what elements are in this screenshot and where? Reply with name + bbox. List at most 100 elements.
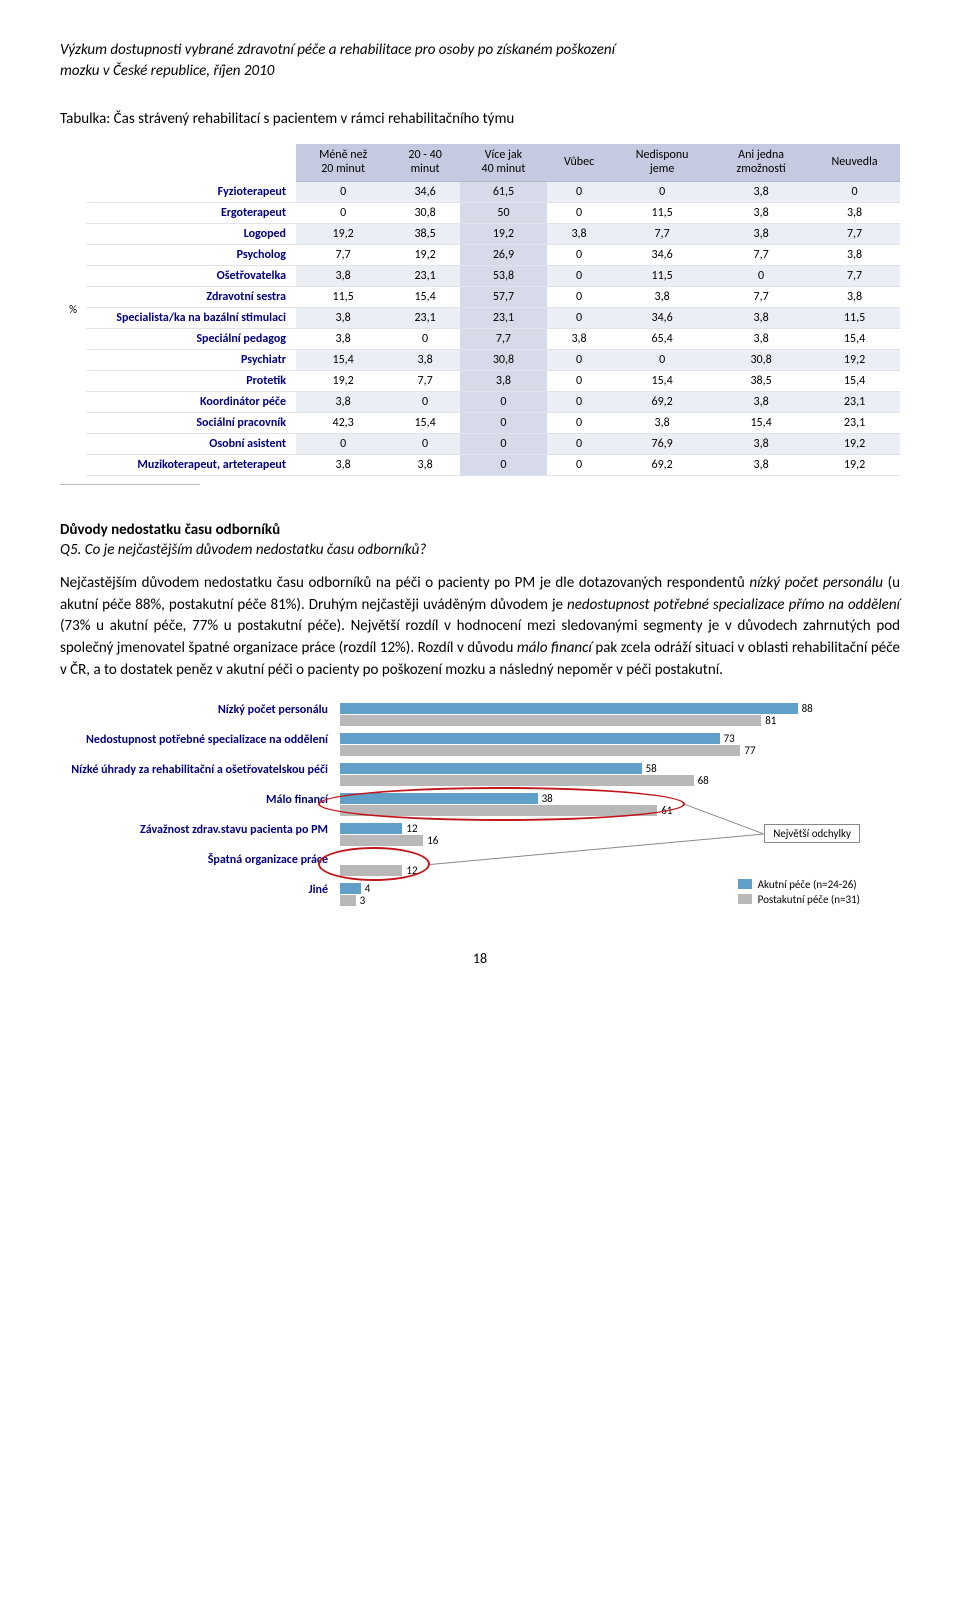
chart-row: Nízký počet personálu8881 [340, 702, 870, 730]
category-label: Nízké úhrady za rehabilitační a ošetřova… [60, 764, 328, 777]
cell: 3,8 [713, 391, 809, 412]
cell: 61,5 [460, 181, 547, 202]
table-row: Ergoterapeut030,850011,53,83,8 [60, 202, 900, 223]
legend-row: Postakutní péče (n=31) [738, 893, 860, 906]
cell: 3,8 [713, 307, 809, 328]
cell: 3,8 [390, 454, 460, 475]
table-row: Osobní asistent000076,93,819,2 [60, 433, 900, 454]
cell: 0 [296, 181, 390, 202]
table-row: Muzikoterapeut, arteterapeut3,83,80069,2… [60, 454, 900, 475]
cell: 0 [547, 349, 611, 370]
row-label: Ergoterapeut [86, 202, 296, 223]
data-table: %Méně než20 minut20 - 40minutVíce jak40 … [60, 144, 900, 476]
cell: 11,5 [809, 307, 900, 328]
cell: 0 [547, 391, 611, 412]
cell: 3,8 [713, 433, 809, 454]
cell: 15,4 [809, 328, 900, 349]
cell: 7,7 [713, 244, 809, 265]
table-row: Psycholog7,719,226,9034,67,73,8 [60, 244, 900, 265]
col-header: Neuvedla [809, 144, 900, 181]
question-text: Q5. Co je nejčastějším důvodem nedostatk… [60, 541, 900, 559]
bar-value: 88 [798, 702, 813, 715]
cell: 34,6 [611, 244, 713, 265]
row-label: Protetik [86, 370, 296, 391]
cell: 0 [390, 433, 460, 454]
bar-b [340, 775, 694, 786]
col-header [86, 144, 296, 181]
row-label: Osobní asistent [86, 433, 296, 454]
cell: 0 [547, 244, 611, 265]
cell: 15,4 [713, 412, 809, 433]
bar-a [340, 823, 402, 834]
cell: 0 [296, 433, 390, 454]
cell: 15,4 [390, 286, 460, 307]
cell: 19,2 [809, 433, 900, 454]
cell: 15,4 [809, 370, 900, 391]
cell: 26,9 [460, 244, 547, 265]
col-header: Méně než20 minut [296, 144, 390, 181]
bar-value: 81 [761, 714, 776, 727]
cell: 53,8 [460, 265, 547, 286]
cell: 19,2 [809, 454, 900, 475]
cell: 0 [611, 349, 713, 370]
y-axis-cell: % [60, 144, 86, 475]
cell: 0 [460, 454, 547, 475]
cell: 0 [809, 181, 900, 202]
cell: 38,5 [390, 223, 460, 244]
cell: 3,8 [713, 454, 809, 475]
row-label: Logoped [86, 223, 296, 244]
reasons-bar-chart: % Nízký počet personálu8881Nedostupnost … [60, 702, 900, 910]
table-row: Protetik19,27,73,8015,438,515,4 [60, 370, 900, 391]
chart-row: Nízké úhrady za rehabilitační a ošetřova… [340, 762, 870, 790]
cell: 7,7 [390, 370, 460, 391]
cell: 69,2 [611, 454, 713, 475]
cell: 15,4 [611, 370, 713, 391]
cell: 15,4 [390, 412, 460, 433]
cell: 19,2 [296, 223, 390, 244]
cell: 30,8 [460, 349, 547, 370]
bar-value: 58 [642, 762, 657, 775]
cell: 3,8 [296, 328, 390, 349]
cell: 34,6 [390, 181, 460, 202]
cell: 0 [547, 202, 611, 223]
cell: 0 [390, 328, 460, 349]
cell: 0 [296, 202, 390, 223]
bar-a [340, 763, 642, 774]
section-heading: Důvody nedostatku času odborníků [60, 521, 900, 539]
bar-value: 3 [356, 894, 366, 907]
cell: 0 [460, 412, 547, 433]
cell: 30,8 [390, 202, 460, 223]
cell: 42,3 [296, 412, 390, 433]
cell: 3,8 [390, 349, 460, 370]
table-row: Logoped19,238,519,23,87,73,87,7 [60, 223, 900, 244]
cell: 0 [713, 265, 809, 286]
cell: 3,8 [296, 265, 390, 286]
table-row: Specialista/ka na bazální stimulaci3,823… [60, 307, 900, 328]
cell: 11,5 [296, 286, 390, 307]
bar-value: 68 [694, 774, 709, 787]
cell: 23,1 [390, 307, 460, 328]
bar-b [340, 895, 356, 906]
cell: 30,8 [713, 349, 809, 370]
legend-swatch [738, 894, 752, 904]
col-header: Ani jednazmožností [713, 144, 809, 181]
cell: 0 [611, 181, 713, 202]
cell: 0 [547, 433, 611, 454]
cell: 3,8 [809, 286, 900, 307]
cell: 19,2 [390, 244, 460, 265]
category-label: Jiné [60, 884, 328, 897]
cell: 23,1 [809, 391, 900, 412]
table-row: Speciální pedagog3,807,73,865,43,815,4 [60, 328, 900, 349]
cell: 3,8 [296, 307, 390, 328]
col-header: Více jak40 minut [460, 144, 547, 181]
cell: 11,5 [611, 202, 713, 223]
row-label: Sociální pracovník [86, 412, 296, 433]
cell: 0 [547, 286, 611, 307]
row-label: Speciální pedagog [86, 328, 296, 349]
row-label: Ošetřovatelka [86, 265, 296, 286]
cell: 7,7 [611, 223, 713, 244]
row-label: Specialista/ka na bazální stimulaci [86, 307, 296, 328]
cell: 69,2 [611, 391, 713, 412]
cell: 7,7 [713, 286, 809, 307]
cell: 3,8 [547, 223, 611, 244]
